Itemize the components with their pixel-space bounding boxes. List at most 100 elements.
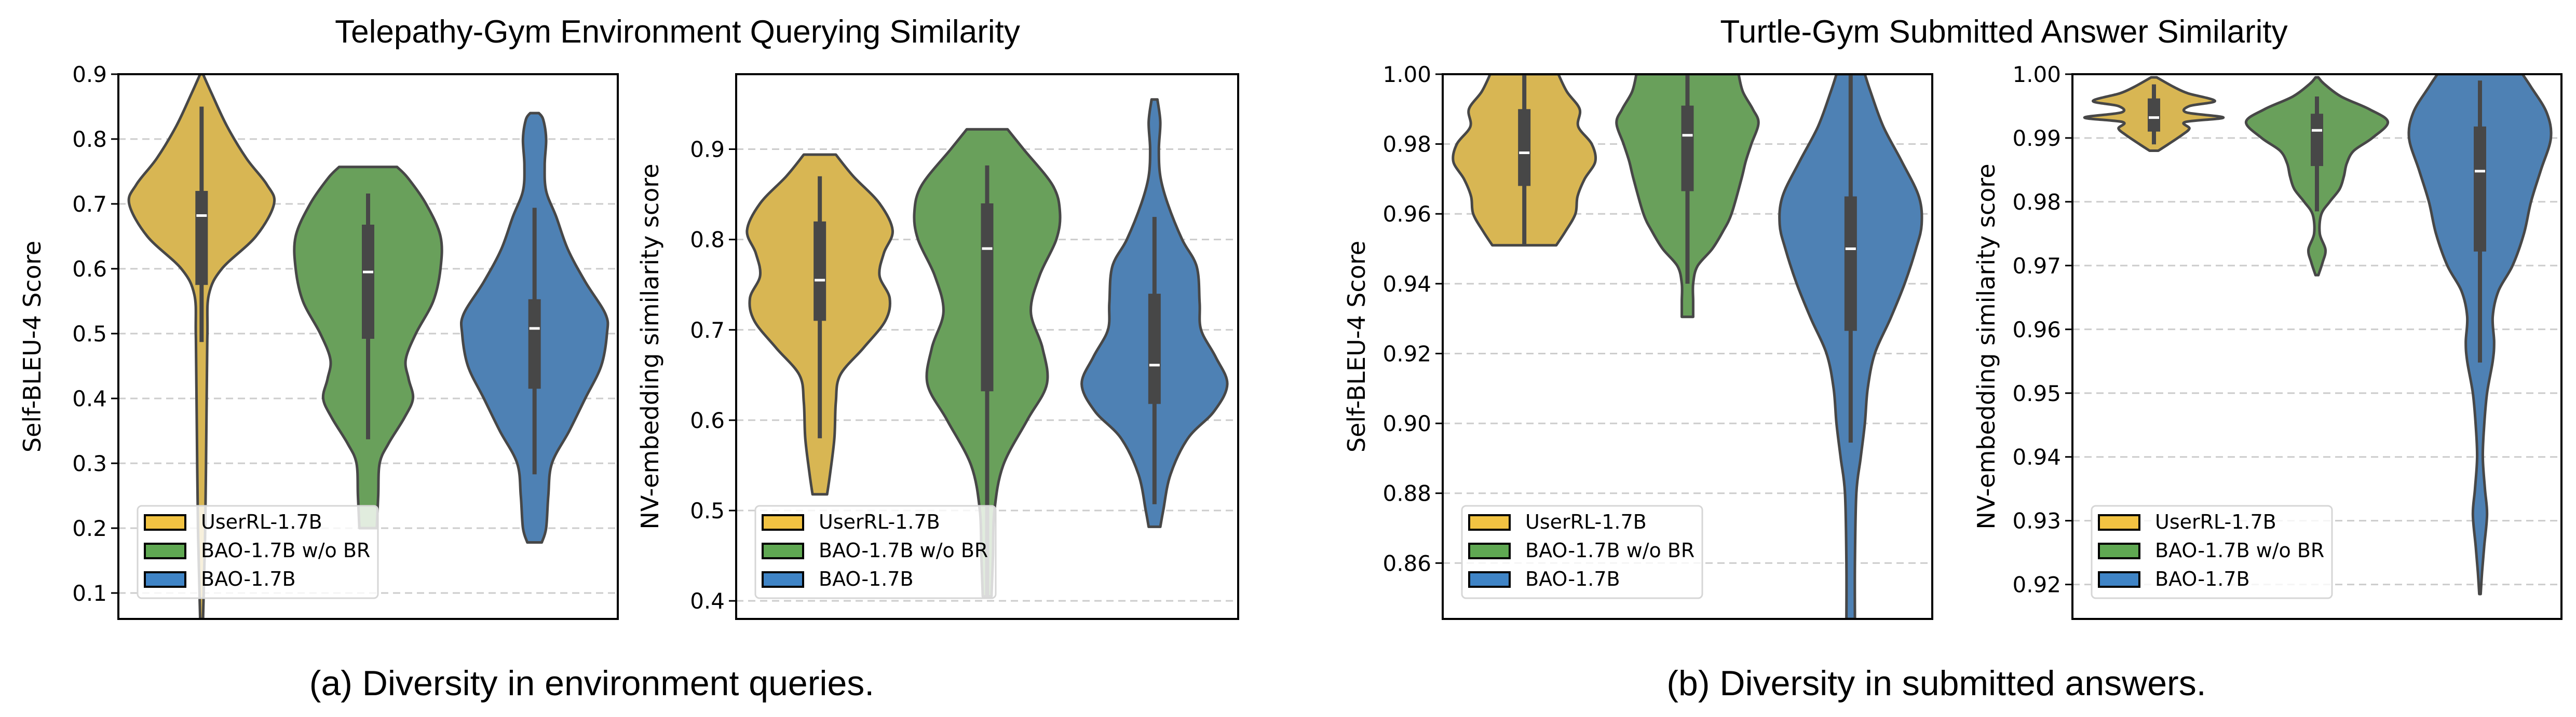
violin-iqr-box [1518, 109, 1531, 186]
violin-iqr-box [1681, 105, 1694, 191]
y-axis-label: Self-BLEU-4 Score [1343, 241, 1371, 452]
legend-label: BAO-1.7B [1525, 568, 1620, 590]
y-axis-label: Self-BLEU-4 Score [18, 241, 46, 452]
y-tick-label: 0.98 [2012, 189, 2061, 215]
legend-frame [137, 505, 379, 599]
caption-b: (b) Diversity in submitted answers. [1666, 664, 2206, 703]
violin-iqr-box [1844, 196, 1857, 331]
legend-swatch [2098, 543, 2140, 559]
legend-swatch [762, 543, 804, 559]
y-tick-label: 1.00 [2012, 62, 2061, 87]
panel-telepathy-nv-embedding: 0.4 0.5 0.6 0.7 0.8 0.9 NV-embedding similarit… [636, 73, 1239, 620]
axes-frame [735, 73, 1239, 620]
legend-swatch [144, 514, 186, 531]
y-tick-label: 0.7 [690, 318, 725, 343]
violin-body [127, 74, 276, 619]
legend-label: BAO-1.7B [819, 568, 914, 590]
violin-plot-area [745, 98, 1229, 598]
legend-label: BAO-1.7B w/o BR [2155, 539, 2324, 562]
violin-bao-1-7b [459, 112, 609, 544]
violin-iqr-box [195, 191, 208, 285]
violin-bao-1-7b-w-o-br [2244, 76, 2390, 277]
legend: UserRL-1.7B BAO-1.7B w/o BR BAO-1.7B [2091, 505, 2333, 599]
legend-swatch [762, 571, 804, 588]
legend-swatch [1468, 543, 1511, 559]
violin-bao-1-7b-w-o-br [1615, 74, 1760, 319]
axes-frame [1442, 73, 1933, 620]
legend-label: UserRL-1.7B [201, 511, 322, 533]
y-tick-label: 0.9 [690, 137, 725, 162]
y-tick-label: 0.8 [72, 127, 107, 152]
y-tick-label: 0.9 [72, 62, 107, 87]
violin-bao-1-7b [2407, 74, 2553, 596]
violin-bao-1-7b [1778, 74, 1923, 619]
violin-iqr-box [981, 203, 994, 392]
legend-frame [2091, 505, 2333, 599]
violin-iqr-box [362, 225, 374, 339]
y-tick-label: 0.96 [1382, 201, 1431, 227]
y-tick-label: 0.98 [1382, 132, 1431, 157]
y-tick-label: 0.4 [72, 386, 107, 411]
legend-label: BAO-1.7B [2155, 568, 2250, 590]
y-tick-label: 0.93 [2012, 508, 2061, 534]
legend-label: BAO-1.7B w/o BR [201, 539, 370, 562]
violin-iqr-box [2148, 98, 2160, 132]
legend-label: BAO-1.7B w/o BR [1525, 539, 1694, 562]
y-tick-label: 0.7 [72, 191, 107, 217]
y-tick-label: 0.94 [2012, 445, 2061, 470]
legend: UserRL-1.7B BAO-1.7B w/o BR BAO-1.7B [1461, 505, 1703, 599]
violin-plot-area [1452, 74, 1923, 619]
legend: UserRL-1.7B BAO-1.7B w/o BR BAO-1.7B [137, 505, 379, 599]
y-tick-label: 0.86 [1382, 550, 1431, 576]
y-axis-label: NV-embedding similarity score [636, 163, 664, 529]
y-tick-label: 0.92 [1382, 341, 1431, 366]
y-tick-label: 0.5 [72, 321, 107, 347]
legend: UserRL-1.7B BAO-1.7B w/o BR BAO-1.7B [754, 505, 997, 599]
group-title-a: Telepathy-Gym Environment Querying Simil… [335, 14, 1020, 50]
y-tick-label: 0.96 [2012, 317, 2061, 342]
violin-userrl-1-7b [127, 74, 276, 619]
legend-swatch [2098, 514, 2140, 531]
y-tick-label: 0.94 [1382, 271, 1431, 297]
legend-swatch [1468, 571, 1511, 588]
group-title-b: Turtle-Gym Submitted Answer Similarity [1720, 14, 2287, 50]
y-tick-label: 0.6 [72, 256, 107, 282]
caption-a: (a) Diversity in environment queries. [309, 664, 874, 703]
y-tick-label: 0.95 [2012, 381, 2061, 406]
y-tick-label: 0.8 [690, 227, 725, 253]
legend-frame [1461, 505, 1703, 599]
violin-iqr-box [528, 299, 541, 389]
y-tick-label: 0.3 [72, 451, 107, 476]
y-tick-label: 0.92 [2012, 572, 2061, 598]
legend-swatch [144, 571, 186, 588]
violin-plot-area [127, 74, 609, 619]
panel-telepathy-self-bleu: 0.1 0.2 0.3 0.4 0.5 0.6 0.7 0.8 0.9 Self-BLEU-4 S… [18, 62, 619, 620]
violin-iqr-box [814, 221, 826, 321]
violin-userrl-1-7b [1452, 74, 1597, 247]
y-tick-label: 0.97 [2012, 253, 2061, 279]
legend-swatch [762, 514, 804, 531]
panel-turtle-self-bleu: 0.86 0.88 0.90 0.92 0.94 0.96 0.98 1.00 Self-BLE… [1343, 62, 1933, 620]
violin-userrl-1-7b [2083, 76, 2225, 153]
y-tick-label: 0.2 [72, 516, 107, 541]
axes-frame [117, 73, 619, 620]
violin-bao-1-7b [1080, 98, 1229, 528]
y-tick-label: 0.6 [690, 408, 725, 433]
legend-label: BAO-1.7B [201, 568, 296, 590]
legend-label: UserRL-1.7B [2155, 511, 2276, 533]
violin-iqr-box [1148, 294, 1161, 404]
y-tick-label: 0.5 [690, 498, 725, 523]
violin-iqr-box [2311, 114, 2323, 167]
y-tick-label: 0.90 [1382, 411, 1431, 436]
y-tick-label: 0.4 [690, 588, 725, 614]
y-axis-label: NV-embedding similarity score [1972, 163, 2000, 529]
legend-swatch [144, 543, 186, 559]
y-tick-label: 0.99 [2012, 126, 2061, 151]
y-tick-label: 0.88 [1382, 481, 1431, 506]
violin-bao-1-7b-w-o-br [293, 166, 443, 530]
y-tick-label: 0.1 [72, 581, 107, 606]
violin-iqr-box [2474, 126, 2486, 252]
legend-swatch [2098, 571, 2140, 588]
panel-turtle-nv-embedding: 0.92 0.93 0.94 0.95 0.96 0.97 0.98 0.99 1.00 NV-e… [1972, 62, 2563, 620]
